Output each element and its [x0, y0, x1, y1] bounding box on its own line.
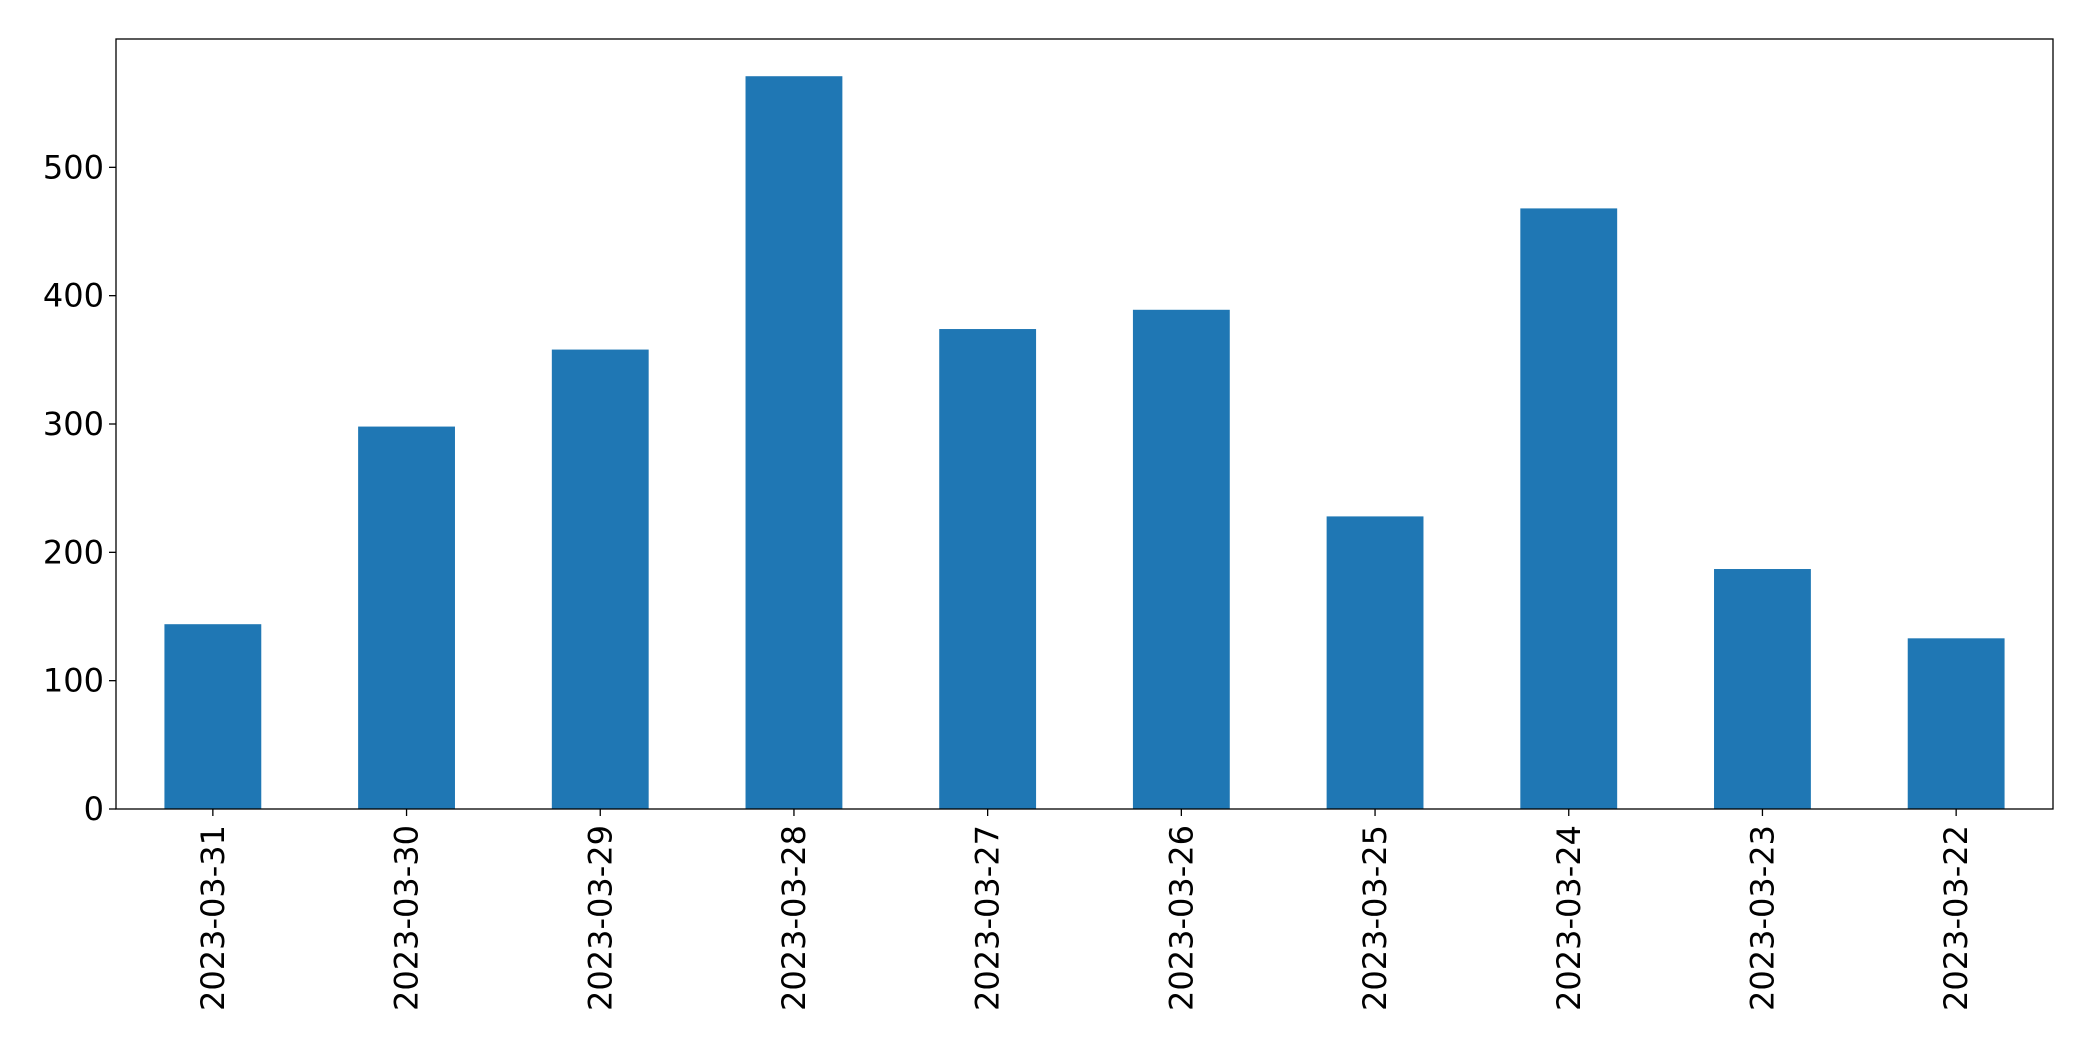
x-tick-label: 2023-03-23 — [1743, 825, 1781, 1011]
y-tick-label: 300 — [43, 405, 104, 443]
x-tick-label: 2023-03-24 — [1550, 825, 1588, 1011]
y-tick-label: 500 — [43, 148, 104, 186]
y-tick-label: 400 — [43, 277, 104, 315]
bar — [358, 426, 455, 809]
bar — [1907, 638, 2005, 809]
x-tick-label: 2023-03-26 — [1162, 825, 1200, 1011]
bar — [551, 349, 649, 809]
bar — [939, 329, 1037, 809]
bar — [745, 76, 843, 809]
y-tick-label: 200 — [43, 533, 104, 571]
y-tick-label: 100 — [43, 662, 104, 700]
bar — [164, 624, 262, 809]
plot-frame — [115, 38, 2054, 810]
x-tick-label: 2023-03-28 — [775, 825, 813, 1011]
x-tick-label: 2023-03-22 — [1937, 825, 1975, 1011]
x-tick-label: 2023-03-31 — [194, 825, 232, 1011]
bar — [1520, 208, 1618, 809]
x-tick-label: 2023-03-29 — [581, 825, 619, 1011]
bar — [1326, 516, 1424, 809]
x-tick-label: 2023-03-25 — [1356, 825, 1394, 1011]
x-tick-label: 2023-03-27 — [969, 825, 1007, 1011]
bar — [1132, 309, 1230, 809]
x-tick-label: 2023-03-30 — [388, 825, 426, 1011]
bar — [1714, 569, 1811, 809]
y-tick-label: 0 — [84, 790, 104, 828]
